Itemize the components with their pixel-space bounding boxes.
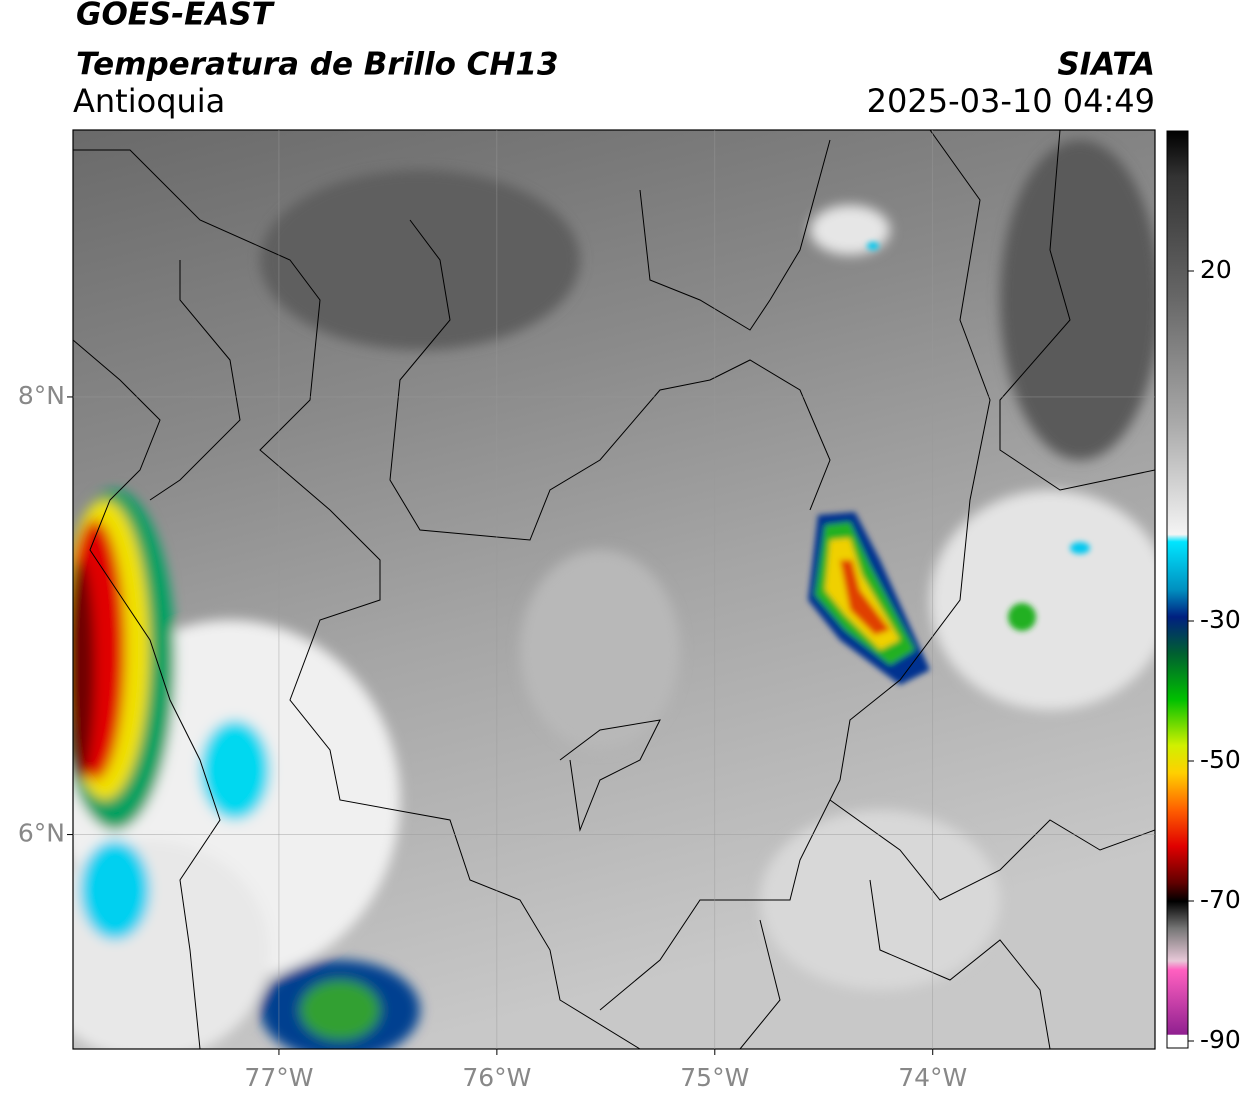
datetime: 2025-03-10 04:49 <box>867 82 1155 120</box>
x-tick-label: 77°W <box>244 1063 313 1092</box>
y-tick-label: 6°N <box>18 819 65 848</box>
colorbar-tick-label: -50 <box>1200 745 1241 774</box>
colorbar-tick-label: -30 <box>1200 605 1241 634</box>
x-tick-label: 76°W <box>462 1063 531 1092</box>
colorbar-tick-label: -70 <box>1200 885 1241 914</box>
region: Antioquia <box>73 82 225 120</box>
x-tick-label: 74°W <box>898 1063 967 1092</box>
satellite-image <box>73 130 1155 1049</box>
title: GOES-EAST <box>76 0 276 33</box>
colorbar-tick-label: -90 <box>1200 1025 1241 1054</box>
y-tick-label: 8°N <box>18 381 65 410</box>
colorbar-tick-label: 20 <box>1200 255 1232 284</box>
x-tick-label: 75°W <box>680 1063 749 1092</box>
map-frame <box>72 129 1156 1050</box>
subtitle: Temperatura de Brillo CH13 <box>76 47 559 83</box>
colorbar <box>1166 130 1189 1049</box>
source: SIATA <box>1057 47 1155 83</box>
